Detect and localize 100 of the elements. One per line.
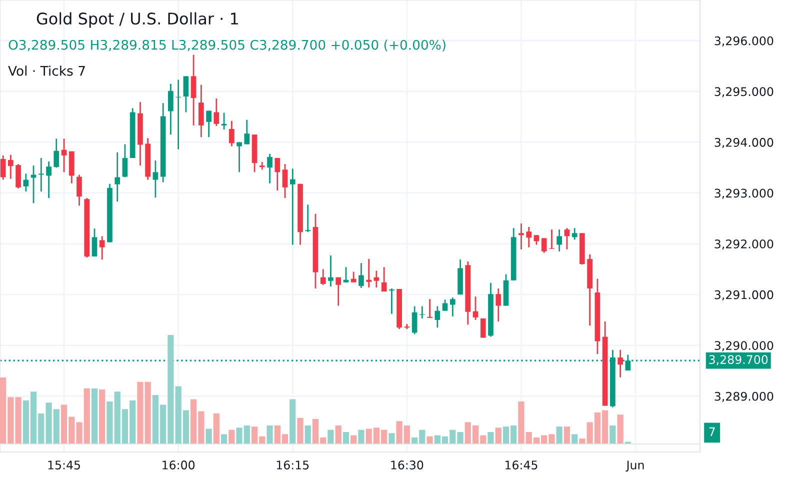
candlestick — [92, 228, 98, 258]
bar — [297, 418, 304, 444]
text: O3,289.505 H3,289.815 L3,289.505 C3,289.700 +0.050 (+0.00%) — [8, 40, 446, 52]
candlestick — [244, 119, 250, 145]
candlestick — [343, 266, 349, 284]
candlestick — [434, 306, 440, 328]
y-tick-label: 3,293.000 — [714, 188, 774, 199]
candlestick — [549, 228, 554, 250]
candlestick — [472, 296, 478, 321]
candlestick — [38, 157, 44, 192]
bar — [290, 399, 296, 444]
candlestick — [389, 288, 394, 315]
candlestick — [572, 227, 578, 240]
y-tick-label: 3,294.000 — [714, 138, 774, 148]
candlestick — [496, 288, 502, 322]
candlestick — [190, 54, 196, 126]
bar — [91, 388, 98, 444]
candlestick — [122, 144, 128, 178]
x-tick-label: Jun — [626, 460, 644, 472]
y-tick-label: 3,290.000 — [714, 341, 774, 352]
bar — [99, 390, 106, 444]
candlestick — [183, 75, 189, 113]
candlestick — [152, 160, 158, 198]
candlestick — [366, 258, 372, 288]
bar — [388, 433, 395, 444]
bar — [617, 414, 624, 444]
bar — [220, 434, 228, 444]
y-tick-label: 3,295.000 — [714, 87, 774, 98]
candlestick — [267, 153, 272, 184]
candlestick — [541, 237, 547, 254]
bar — [304, 425, 311, 444]
candlestick — [61, 138, 67, 173]
bar — [342, 432, 350, 444]
candlestick — [23, 172, 29, 192]
chart-title: Vol · Ticks 7 — [8, 66, 85, 76]
candlestick — [618, 349, 623, 378]
y-tick-label: 3,291.000 — [714, 290, 774, 300]
candlestick — [54, 138, 60, 168]
bar — [350, 435, 357, 444]
candlestick — [76, 174, 82, 206]
candlestick — [0, 154, 6, 180]
candlestick — [564, 227, 570, 250]
y-tick-label: 3,289.000 — [714, 392, 774, 402]
candlestick — [168, 83, 174, 136]
candlestick — [221, 112, 227, 130]
candlestick — [381, 266, 387, 292]
bar — [335, 425, 342, 444]
candlestick — [450, 296, 456, 318]
candlestick — [229, 120, 234, 147]
candlestick — [290, 168, 296, 246]
bar — [358, 430, 364, 444]
bar — [426, 436, 433, 444]
candlestick — [236, 142, 242, 173]
candlestick — [214, 98, 220, 127]
candlestick — [114, 152, 120, 202]
bar — [572, 434, 578, 444]
candlestick — [526, 226, 532, 248]
candlestick — [8, 154, 14, 180]
bar — [488, 432, 494, 444]
candlestick — [534, 234, 540, 246]
bar — [556, 426, 562, 444]
bar — [206, 428, 212, 444]
candlestick — [198, 84, 204, 138]
bar — [579, 438, 586, 444]
candlestick — [518, 222, 524, 250]
candlestick — [30, 164, 36, 204]
candlestick — [336, 276, 342, 306]
candlestick — [374, 270, 380, 288]
candlestick — [274, 157, 280, 192]
bar — [495, 428, 502, 444]
candlestick — [282, 163, 288, 199]
x-tick-label: 15:45 — [48, 460, 80, 470]
bar — [610, 425, 616, 444]
candlestick — [350, 271, 356, 284]
candlestick — [358, 262, 364, 289]
candlestick — [328, 254, 334, 288]
bar — [213, 413, 220, 444]
candlestick — [427, 298, 432, 319]
candlestick — [442, 298, 448, 312]
candlestick — [46, 160, 52, 199]
x-tick-label: 16:30 — [391, 460, 424, 470]
candlestick — [99, 235, 105, 260]
candlestick — [206, 110, 212, 138]
text: 7 — [709, 427, 715, 436]
candlestick — [16, 163, 21, 190]
bar — [266, 425, 273, 444]
bar — [564, 426, 570, 444]
ref-line-label: 3,289.700 — [709, 355, 768, 366]
candlestick — [320, 268, 326, 286]
candlestick — [305, 204, 311, 233]
bar — [228, 430, 235, 444]
x-tick-label: 16:45 — [506, 460, 538, 470]
x-tick-label: 16:00 — [162, 460, 195, 470]
y-tick-label: 3,292.000 — [714, 240, 774, 250]
candlestick — [412, 306, 418, 335]
x-tick-label: 16:15 — [276, 460, 309, 470]
bar — [328, 430, 334, 444]
text: Gold Spot / U.S. Dollar · 1 — [36, 12, 238, 28]
y-tick-label: 3,296.000 — [714, 36, 774, 46]
candlestick — [556, 228, 562, 252]
